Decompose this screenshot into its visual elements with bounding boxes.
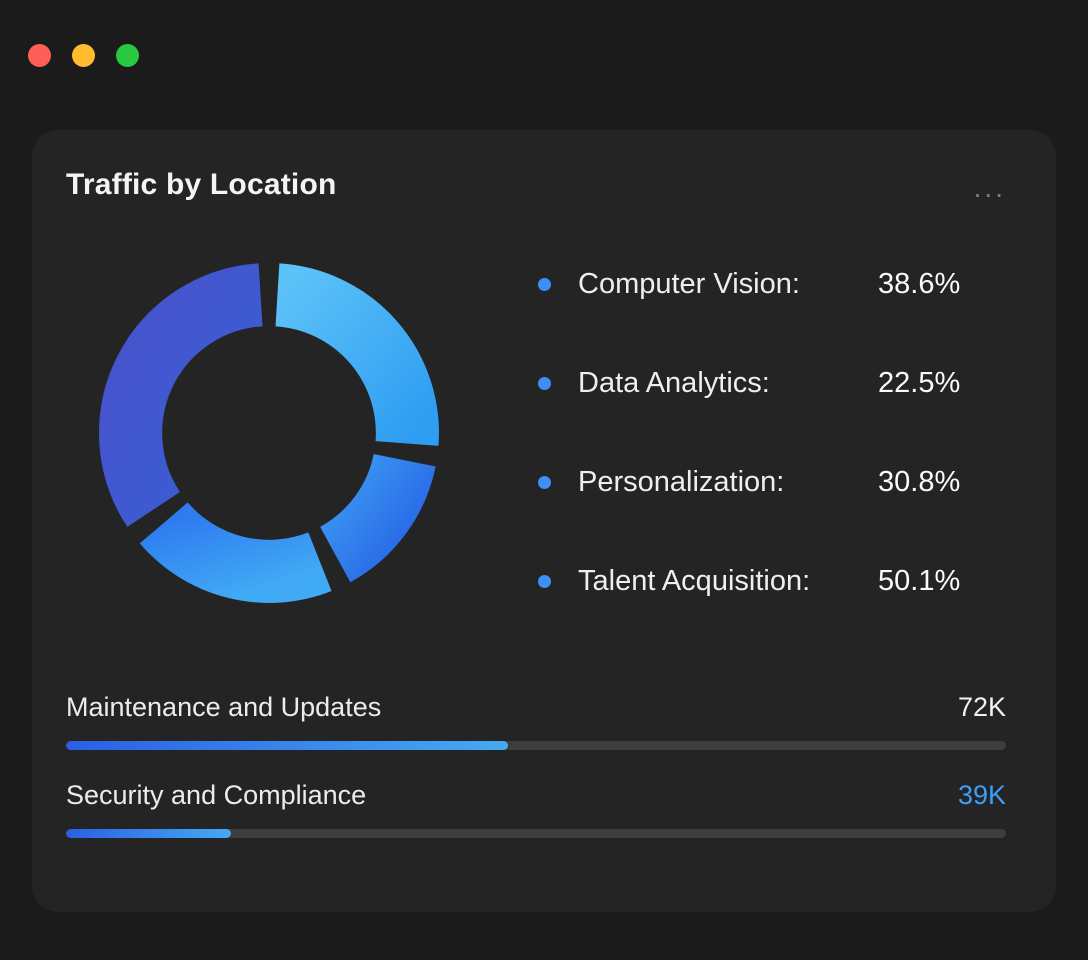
traffic-by-location-card: Traffic by Location ... Computer Vision:…: [32, 130, 1056, 912]
progress-label: Security and Compliance: [66, 780, 367, 810]
progress-track: [66, 741, 1006, 750]
card-header: Traffic by Location ...: [66, 168, 1006, 202]
legend-item: Talent Acquisition: 50.1%: [538, 565, 1006, 598]
close-button[interactable]: [28, 44, 51, 67]
window-controls: [28, 44, 139, 67]
progress-label: Maintenance and Updates: [66, 692, 382, 722]
more-options-button[interactable]: ...: [973, 172, 1006, 203]
card-title: Traffic by Location: [66, 168, 337, 201]
legend-bullet-icon: [538, 278, 551, 291]
legend-bullet-icon: [538, 476, 551, 489]
legend-bullet-icon: [538, 377, 551, 390]
progress-section: Maintenance and Updates 72K Security and…: [66, 692, 1006, 838]
donut-svg: [99, 263, 439, 603]
minimize-button[interactable]: [72, 44, 95, 67]
donut-segment-4: [99, 263, 264, 527]
progress-row: Maintenance and Updates 72K: [66, 692, 1006, 750]
legend-bullet-icon: [538, 575, 551, 588]
progress-track: [66, 829, 1006, 838]
chart-legend: Computer Vision: 38.6% Data Analytics: 2…: [538, 268, 1006, 598]
legend-label: Computer Vision:: [578, 268, 800, 300]
legend-value: 22.5%: [878, 367, 961, 399]
progress-row: Security and Compliance 39K: [66, 780, 1006, 838]
donut-segment-3: [139, 501, 332, 603]
donut-segment-2: [319, 453, 436, 583]
zoom-button[interactable]: [116, 44, 139, 67]
legend-item: Personalization: 30.8%: [538, 466, 1006, 499]
legend-label: Talent Acquisition:: [578, 565, 811, 597]
legend-value: 30.8%: [878, 466, 961, 498]
progress-value: 72K: [957, 692, 1006, 722]
donut-chart: [96, 260, 442, 606]
progress-value: 39K: [957, 780, 1006, 810]
progress-header: Maintenance and Updates 72K: [66, 692, 1006, 723]
legend-item: Data Analytics: 22.5%: [538, 367, 1006, 400]
legend-value: 50.1%: [878, 565, 961, 597]
legend-label: Data Analytics:: [578, 367, 770, 399]
chart-row: Computer Vision: 38.6% Data Analytics: 2…: [66, 260, 1006, 606]
legend-label: Personalization:: [578, 466, 785, 498]
legend-item: Computer Vision: 38.6%: [538, 268, 1006, 301]
progress-fill: [66, 741, 508, 750]
progress-fill: [66, 829, 231, 838]
donut-segment-1: [274, 263, 439, 446]
legend-value: 38.6%: [878, 268, 961, 300]
progress-header: Security and Compliance 39K: [66, 780, 1006, 811]
